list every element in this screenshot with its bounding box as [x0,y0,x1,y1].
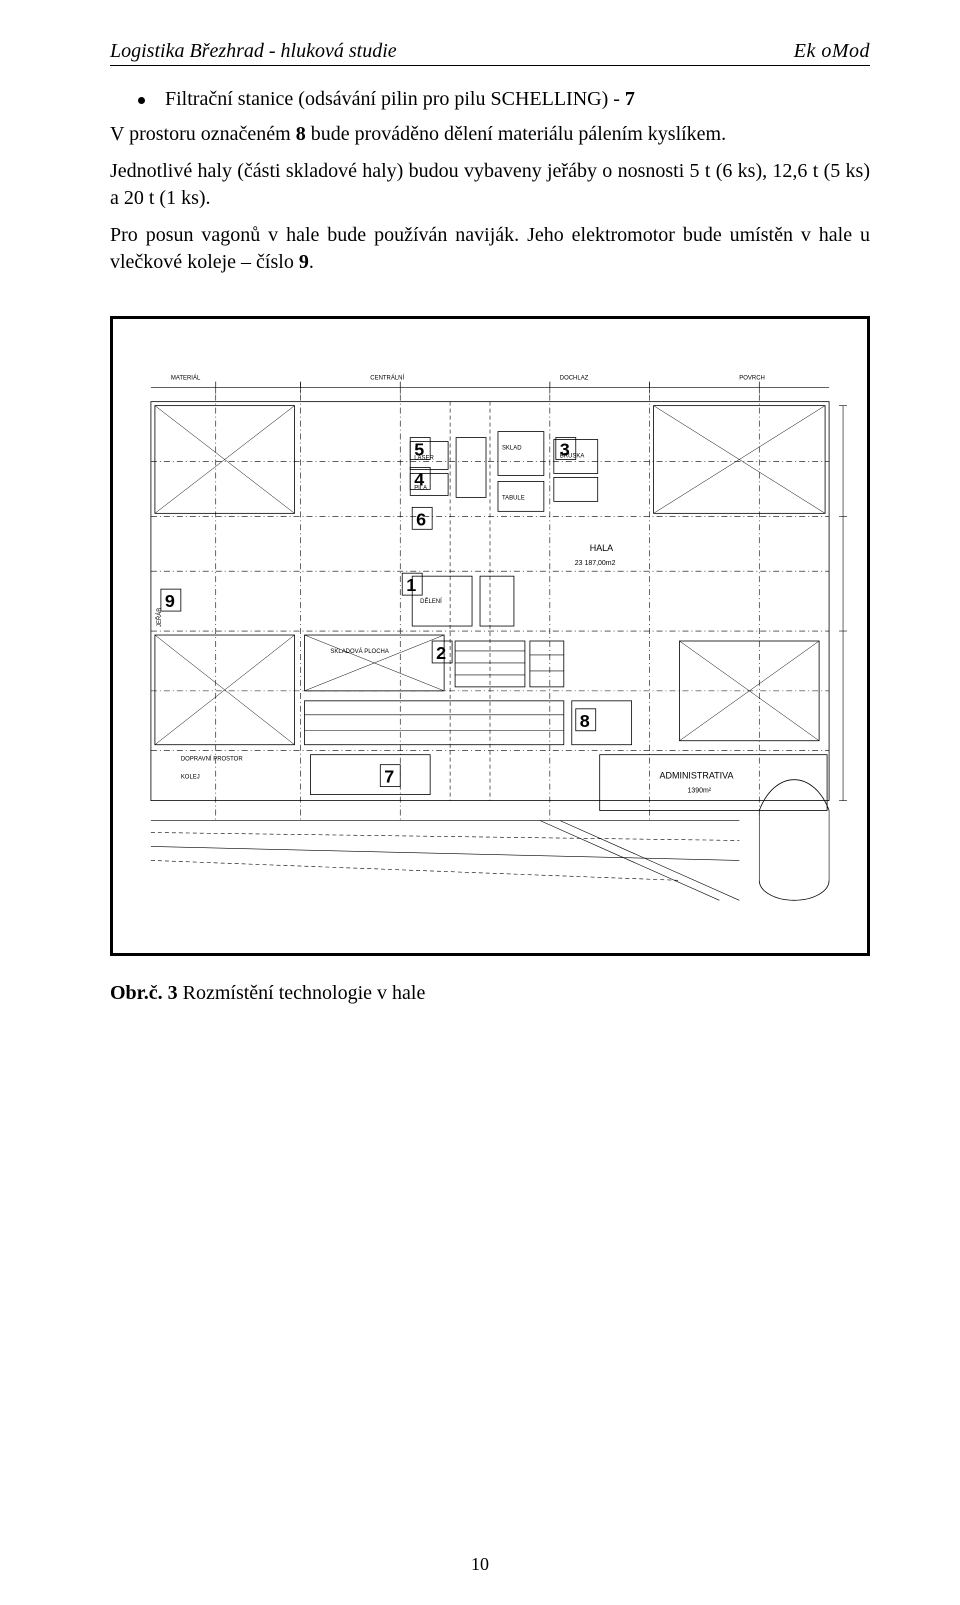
admin-block: ADMINISTRATIVA 1390m² [600,755,827,811]
loading-dock [455,641,564,687]
bullet-text: Filtrační stanice (odsávání pilin pro pi… [165,88,635,111]
hatched-bay-2 [654,406,826,514]
paragraph-2: Jednotlivé haly (části skladové haly) bu… [110,158,870,212]
bay-label-a: DOPRAVNÍ PROSTOR [181,756,243,763]
roads [151,821,739,901]
p1-b: 8 [296,123,306,145]
caption-label: Obr.č. 3 [110,982,178,1004]
bullet-item: Filtrační stanice (odsávání pilin pro pi… [138,88,870,111]
hala-area: 23 187,00m2 [575,560,616,567]
top-label-3: POVRCH [739,376,765,382]
bullet-text-a: Filtrační stanice (odsávání pilin pro pi… [165,88,625,110]
page: Logistika Březhrad - hluková studie Ek o… [0,0,960,1605]
num-1: 1 [406,575,416,595]
page-number: 10 [0,1554,960,1575]
right-scale [839,406,847,801]
top-label-0: MATERIÁL [171,375,201,382]
hatched-bay-3 [155,635,295,745]
hatched-bay-1 [155,406,295,514]
figure-box: MATERIÁL CENTRÁLNÍ DOCHLAZ POVRCH [110,316,870,956]
blk-3: TABULE [502,495,525,501]
p1-c: bude prováděno dělení materiálu pálením … [306,123,726,145]
page-header: Logistika Březhrad - hluková studie Ek o… [110,40,870,66]
num-7: 7 [384,767,394,787]
num-6: 6 [416,509,426,529]
hala-label: HALA [590,543,613,553]
p3-a: Pro posun vagonů v hale bude používán na… [110,224,870,273]
caption-rest: Rozmístění technologie v hale [178,982,426,1004]
top-label-1: CENTRÁLNÍ [370,375,404,382]
bullet-text-b: 7 [625,88,635,110]
header-left: Logistika Březhrad - hluková studie [110,40,397,63]
paragraph-1: V prostoru označeném 8 bude prováděno dě… [110,121,870,148]
callouts: 1 2 3 4 5 6 7 8 9 [161,438,596,787]
hatched-bay-4 [305,635,445,691]
figure-caption: Obr.č. 3 Rozmístění technologie v hale [110,982,870,1005]
driveway-end [759,880,829,900]
p3-b: 9 [299,251,309,273]
admin-label: ADMINISTRATIVA [660,771,734,781]
bay-label-c: KOLEJ [181,775,200,781]
top-label-2: DOCHLAZ [560,376,589,382]
blk-2: SKLAD [502,446,522,452]
bay-label-b: SKLADOVÁ PLOCHA [330,648,388,655]
floorplan-diagram: MATERIÁL CENTRÁLNÍ DOCHLAZ POVRCH [121,337,859,945]
header-right: Ek oMod [794,40,870,63]
equipment-cluster: LASER PILA SKLAD TABULE BRUSKA DĚLENÍ [410,432,597,626]
num-9: 9 [165,591,175,611]
num-8: 8 [580,711,590,731]
admin-area: 1390m² [687,788,711,795]
p1-a: V prostoru označeném [110,123,296,145]
num-3: 3 [560,440,570,460]
num-2: 2 [436,643,446,663]
driveway-arc [759,780,829,811]
jeráb-label: JEŘÁB [155,608,163,627]
num-5: 5 [414,440,424,460]
blk-5: DĚLENÍ [420,597,442,605]
top-ticks [151,382,829,394]
paragraph-3: Pro posun vagonů v hale bude používán na… [110,222,870,276]
bullet-dot-icon [138,97,145,104]
num-4: 4 [414,469,424,489]
p3-c: . [309,251,314,273]
